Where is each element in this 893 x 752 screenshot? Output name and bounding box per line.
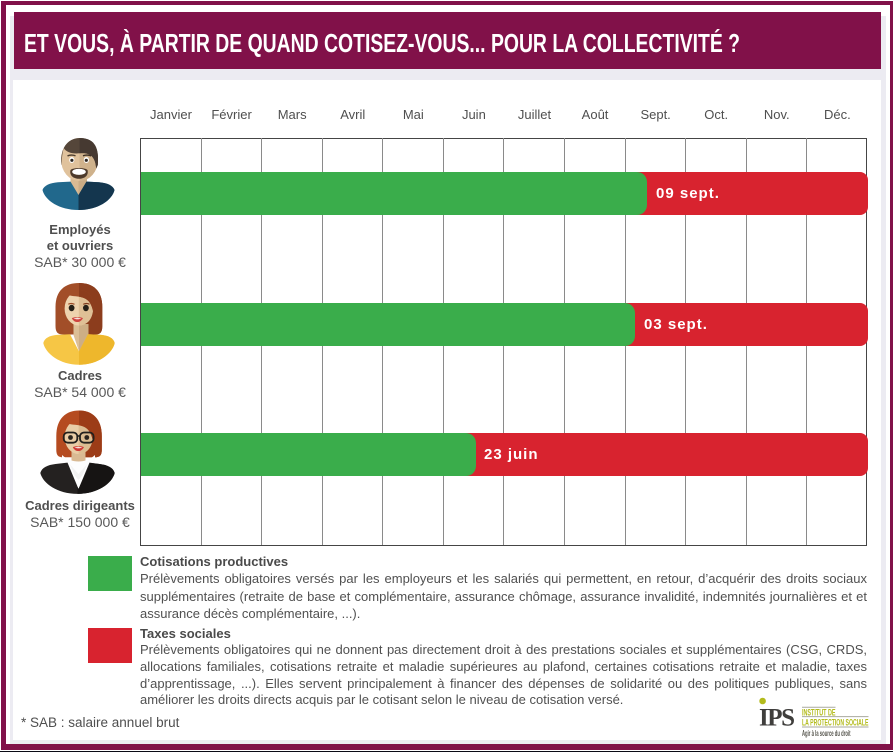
svg-text:LA PROTECTION SOCIALE: LA PROTECTION SOCIALE <box>802 718 869 728</box>
svg-text:Agir à la source du droit: Agir à la source du droit <box>802 729 851 738</box>
svg-text:ET VOUS, À PARTIR DE QUAND COT: ET VOUS, À PARTIR DE QUAND COTISEZ-VOUS.… <box>24 28 740 58</box>
svg-text:INSTITUT DE: INSTITUT DE <box>802 707 836 717</box>
svg-text:IPS: IPS <box>759 704 795 731</box>
